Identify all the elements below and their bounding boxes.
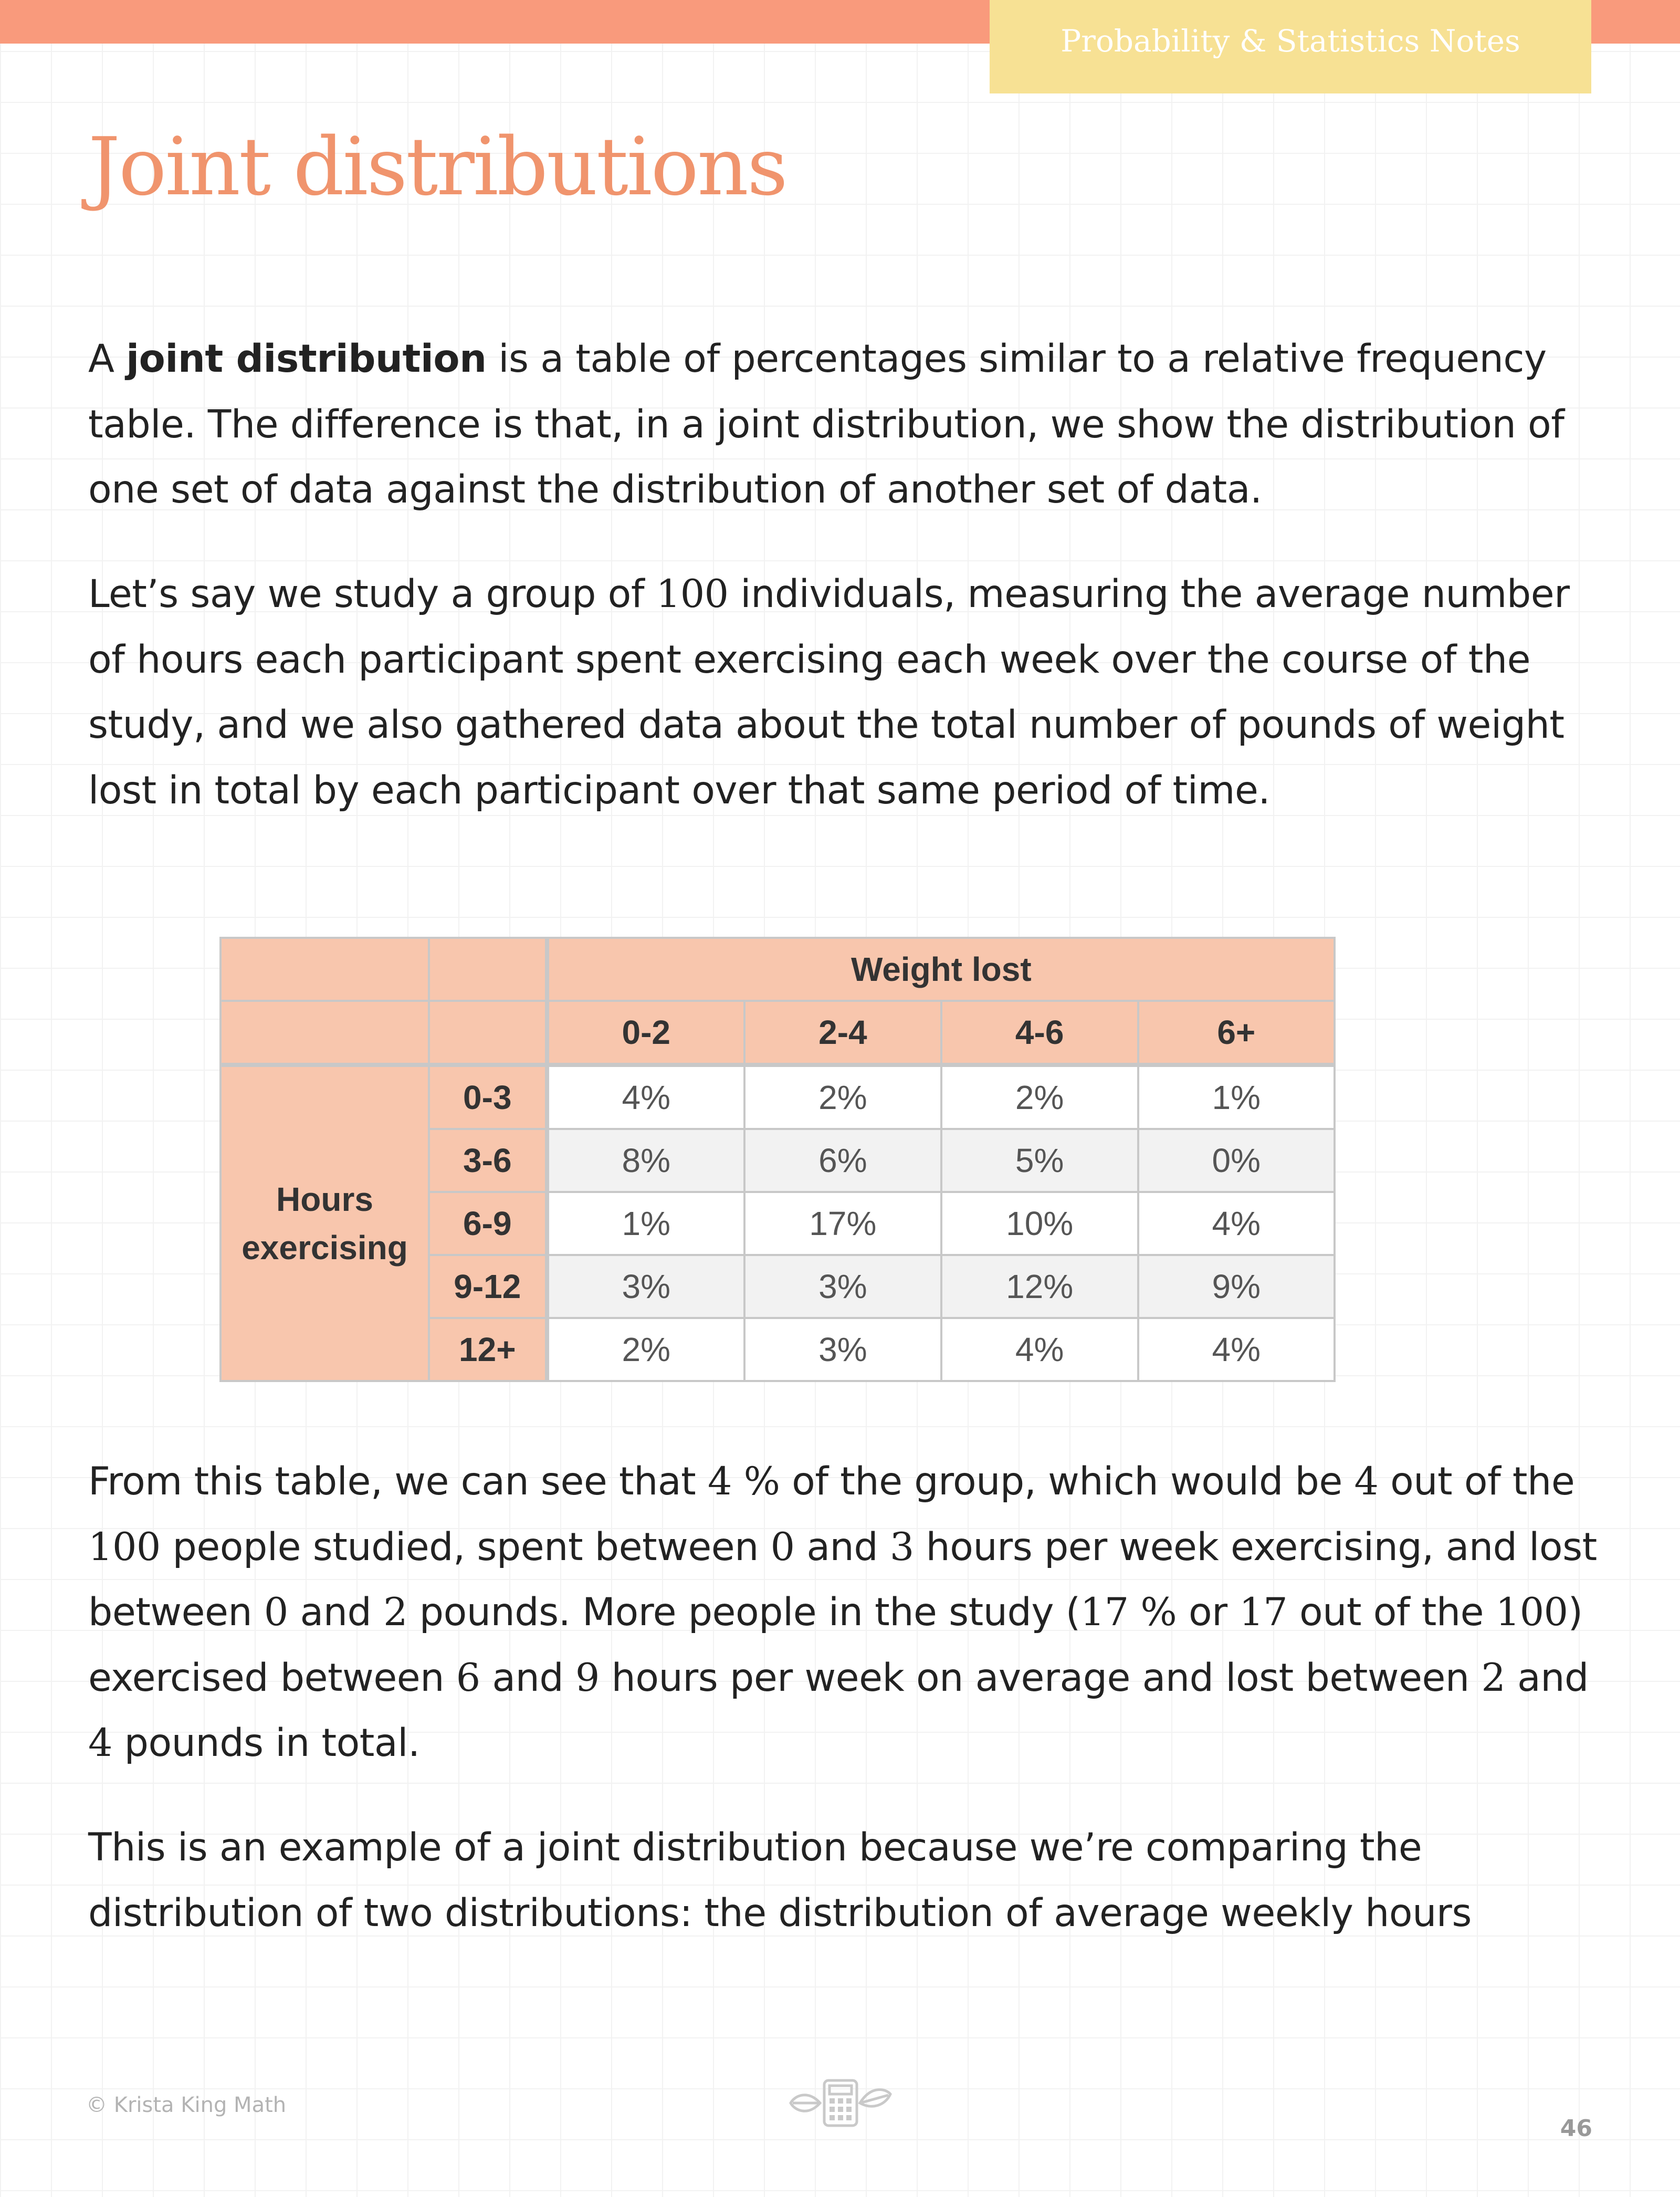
col-header: 2-4	[743, 1000, 942, 1067]
table-cell: 4%	[1137, 1191, 1336, 1256]
table-cell: 2%	[940, 1064, 1139, 1130]
table-cell: 3%	[544, 1254, 746, 1319]
joint-distribution-table: Weight lost 0-2 2-4 4-6 6+ Hours exercis…	[219, 937, 1336, 1382]
table-row: 9-12 3% 3% 12% 9%	[220, 1254, 1336, 1319]
table-corner-cell	[219, 1000, 430, 1067]
table-cell: 3%	[743, 1317, 942, 1382]
interpretation-paragraph: From this table, we can see that 4 % of …	[88, 1459, 1597, 1765]
calculator-logo-icon	[789, 2079, 892, 2127]
row-header: 6-9	[428, 1191, 548, 1256]
table-cell: 9%	[1137, 1254, 1336, 1319]
table-header-row-2: 0-2 2-4 4-6 6+	[219, 1000, 1336, 1067]
table-corner-cell	[219, 937, 430, 1002]
table-corner-cell	[428, 1000, 548, 1067]
col-header: 4-6	[940, 1000, 1139, 1067]
page-title: Joint distributions	[88, 120, 788, 213]
row-header: 3-6	[428, 1128, 548, 1193]
table-cell: 4%	[1137, 1317, 1336, 1382]
conclusion-paragraph: This is an example of a joint distributi…	[88, 1825, 1472, 1936]
table-cell: 2%	[743, 1064, 942, 1130]
term-joint-distribution: joint distribution	[126, 337, 487, 381]
row-group-header: Hours exercising	[219, 1064, 430, 1382]
row-header: 0-3	[428, 1064, 548, 1130]
copyright-text: © Krista King Math	[86, 2093, 287, 2117]
study-paragraph: Let’s say we study a group of 100 indivi…	[88, 572, 1570, 813]
intro-paragraph: A joint distribution is a table of perce…	[88, 337, 1564, 512]
table-cell: 4%	[940, 1317, 1139, 1382]
table-cell: 8%	[544, 1128, 746, 1193]
table-row: 3-6 8% 6% 5% 0%	[220, 1128, 1336, 1193]
table-cell: 5%	[940, 1128, 1139, 1193]
page-number: 46	[1560, 2115, 1592, 2142]
table-cell: 17%	[743, 1191, 942, 1256]
table-row: Hours exercising 0-3 4% 2% 2% 1%	[219, 1064, 1336, 1382]
table-row: 6-9 1% 17% 10% 4%	[220, 1191, 1336, 1256]
table-cell: 0%	[1137, 1128, 1336, 1193]
col-header: 0-2	[544, 1000, 746, 1067]
table-cell: 10%	[940, 1191, 1139, 1256]
table-cell: 3%	[743, 1254, 942, 1319]
table-corner-cell	[428, 937, 548, 1002]
header-tab: Probability & Statistics Notes	[990, 0, 1591, 93]
row-header: 12+	[428, 1317, 548, 1382]
table-cell: 2%	[544, 1317, 746, 1382]
table-cell: 12%	[940, 1254, 1139, 1319]
table-cell: 4%	[544, 1064, 746, 1130]
table-cell: 1%	[544, 1191, 746, 1256]
table-header-row-1: Weight lost	[219, 937, 1336, 1002]
col-group-header: Weight lost	[544, 937, 1336, 1002]
table-cell: 1%	[1137, 1064, 1336, 1130]
col-header: 6+	[1137, 1000, 1336, 1067]
table-cell: 6%	[743, 1128, 942, 1193]
table-row: 12+ 2% 3% 4% 4%	[220, 1317, 1336, 1382]
row-header: 9-12	[428, 1254, 548, 1319]
